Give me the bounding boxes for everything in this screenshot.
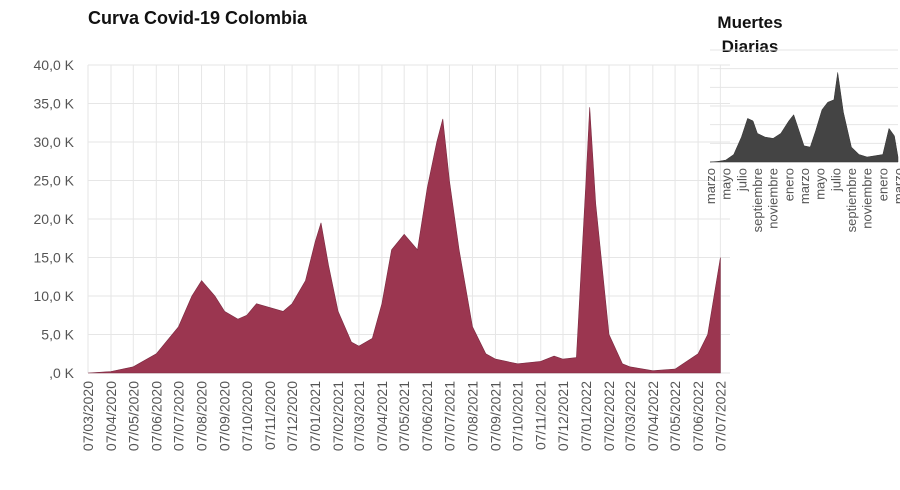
main-y-tick-label: 15,0 K <box>34 250 75 266</box>
inset-x-tick-label: septiembre <box>844 168 859 232</box>
inset-x-tick-label: mayo <box>813 168 828 200</box>
main-area <box>87 107 721 374</box>
main-x-tick-label: 07/07/2022 <box>712 381 728 451</box>
main-x-tick-label: 07/12/2021 <box>555 381 571 451</box>
inset-x-tick-label: enero <box>875 168 890 201</box>
main-x-tick-label: 07/07/2020 <box>171 381 187 451</box>
main-y-tick-label: 10,0 K <box>34 288 75 304</box>
inset-series <box>709 72 899 163</box>
main-x-tick-label: 07/05/2022 <box>667 381 683 451</box>
inset-x-tick-label: noviembre <box>860 168 875 229</box>
main-x-tick-label: 07/04/2020 <box>103 381 119 451</box>
main-x-tick-label: 07/02/2022 <box>601 381 617 451</box>
main-y-axis: ,0 K 5,0 K 10,0 K 15,0 K 20,0 K 25,0 K 30,0 K 3… <box>34 57 75 381</box>
main-x-tick-label: 07/08/2021 <box>464 381 480 451</box>
inset-title-line-1: Muertes <box>717 13 782 32</box>
main-x-tick-label: 07/06/2020 <box>148 381 164 451</box>
main-x-axis: 07/03/2020 07/04/2020 07/05/2020 07/06/2020… <box>80 381 728 451</box>
main-x-tick-label: 07/10/2021 <box>510 381 526 451</box>
inset-x-tick-label: marzo <box>703 168 718 204</box>
main-x-tick-label: 07/07/2021 <box>441 381 457 451</box>
main-x-tick-label: 07/04/2021 <box>374 381 390 451</box>
main-x-tick-label: 07/01/2021 <box>307 381 323 451</box>
main-x-tick-label: 07/10/2020 <box>239 381 255 451</box>
main-y-tick-label: 25,0 K <box>34 173 75 189</box>
inset-x-tick-label: septiembre <box>750 168 765 232</box>
main-x-tick-label: 07/11/2020 <box>262 381 278 450</box>
main-y-tick-label: 30,0 K <box>34 134 75 150</box>
main-x-tick-label: 07/08/2020 <box>194 381 210 451</box>
main-x-tick-label: 07/12/2020 <box>284 381 300 451</box>
main-x-tick-label: 07/09/2020 <box>217 381 233 451</box>
main-x-tick-label: 07/05/2020 <box>125 381 141 451</box>
main-x-tick-label: 07/11/2021 <box>533 381 549 450</box>
main-y-tick-label: ,0 K <box>49 365 75 381</box>
main-x-tick-label: 07/03/2020 <box>80 381 96 451</box>
inset-x-tick-label: enero <box>781 168 796 201</box>
inset-area <box>709 72 899 163</box>
main-x-tick-label: 07/06/2022 <box>690 381 706 451</box>
inset-title-line-2: Diarias <box>722 37 779 56</box>
inset-x-tick-label: julio <box>828 168 843 192</box>
inset-x-tick-label: julio <box>734 168 749 192</box>
main-y-tick-label: 35,0 K <box>34 96 75 112</box>
main-chart: Curva Covid-19 Colombia ,0 K 5,0 K 10,0 K 1… <box>34 8 730 451</box>
main-series <box>87 107 721 374</box>
main-y-tick-label: 5,0 K <box>41 327 74 343</box>
main-y-tick-label: 20,0 K <box>34 211 75 227</box>
inset-x-tick-label: noviembre <box>766 168 781 229</box>
main-x-tick-label: 07/04/2022 <box>645 381 661 451</box>
inset-x-axis: marzo mayo julio septiembre noviembre enero ma… <box>703 168 900 232</box>
main-x-tick-label: 07/09/2021 <box>487 381 503 451</box>
main-y-tick-label: 40,0 K <box>34 57 75 73</box>
inset-x-tick-label: marzo <box>891 168 900 204</box>
main-x-tick-label: 07/01/2022 <box>578 381 594 451</box>
main-x-tick-label: 07/03/2021 <box>351 381 367 451</box>
inset-x-tick-label: marzo <box>797 168 812 204</box>
inset-chart: Muertes Diarias 0,00 K0,15 K0,30 K0,45 K… <box>703 13 900 232</box>
main-x-tick-label: 07/06/2021 <box>419 381 435 451</box>
chart-title: Curva Covid-19 Colombia <box>88 8 308 28</box>
inset-x-tick-label: mayo <box>719 168 734 200</box>
main-x-tick-label: 07/05/2021 <box>396 381 412 451</box>
main-x-tick-label: 07/02/2021 <box>330 381 346 451</box>
main-x-tick-label: 07/03/2022 <box>622 381 638 451</box>
